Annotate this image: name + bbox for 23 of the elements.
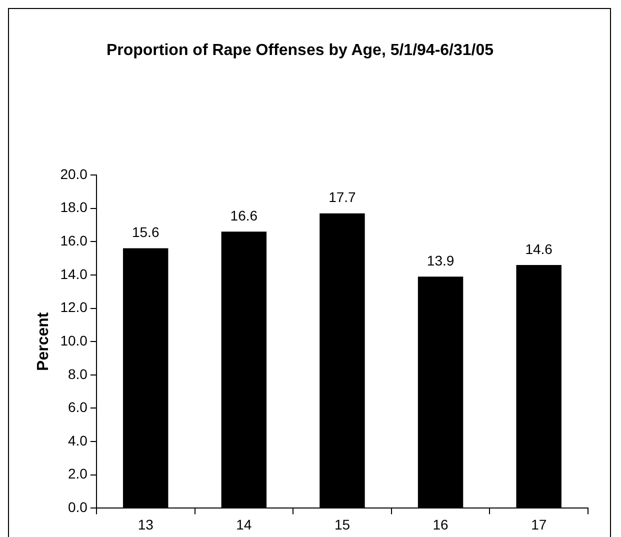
y-tick-label: 4.0: [68, 432, 88, 448]
y-tick-label: 10.0: [60, 332, 88, 348]
data-label: 13.9: [426, 252, 454, 268]
data-label: 16.6: [230, 208, 258, 224]
y-axis-title: Percent: [35, 312, 52, 371]
data-label: 14.6: [525, 240, 553, 257]
x-tick-label: 16: [432, 516, 449, 532]
y-tick-label: 8.0: [68, 366, 88, 382]
y-tick-label: 14.0: [60, 266, 88, 282]
y-tick-label: 2.0: [68, 466, 88, 482]
x-tick-label: 17: [531, 516, 547, 532]
x-tick-label: 14: [236, 516, 252, 532]
y-tick-label: 12.0: [60, 299, 88, 316]
data-label: 15.6: [132, 224, 160, 240]
chart-title: Proportion of Rape Offenses by Age, 5/1/94-6/31/05: [105, 41, 495, 61]
y-tick-label: 6.0: [68, 399, 88, 416]
y-tick-label: 18.0: [60, 199, 88, 216]
y-tick-label: 16.0: [60, 232, 88, 248]
y-tick-label: 0.0: [68, 499, 88, 516]
x-tick-label: 15: [334, 516, 350, 532]
y-tick-label: 20.0: [60, 166, 88, 182]
data-label: 17.7: [328, 189, 356, 206]
x-tick-label: 13: [138, 516, 154, 532]
